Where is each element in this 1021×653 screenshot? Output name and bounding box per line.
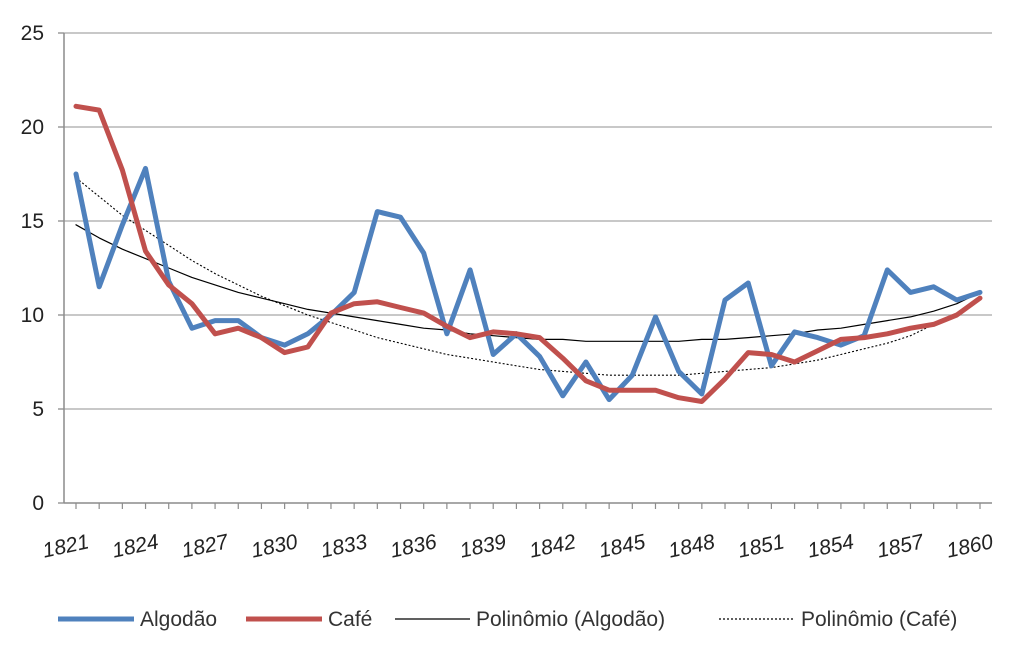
x-tick-label: 1851	[736, 530, 786, 562]
x-tick-label: 1830	[249, 530, 300, 562]
series-line-3	[75, 177, 981, 376]
y-tick-label: 0	[32, 492, 44, 515]
x-tick-label: 1848	[666, 530, 717, 562]
x-tick-label: 1827	[180, 530, 232, 562]
legend-label-cafe: Café	[328, 608, 372, 631]
grid-lines	[64, 32, 992, 410]
x-tick-label: 1857	[875, 530, 927, 562]
x-axis-ticks: 1821 1824 1827 1830 1833 1836 1839 1842 1845 1848…	[41, 503, 996, 563]
legend-item-polinomio-cafe: Polinômio (Café)	[719, 608, 957, 631]
y-axis-ticks: 0 5 10 15 20 25	[21, 22, 64, 515]
x-tick-label: 1860	[945, 530, 996, 562]
legend-item-cafe: Café	[246, 608, 372, 631]
series-lines	[73, 103, 983, 404]
y-tick-label: 20	[21, 116, 44, 139]
legend-label-algodao: Algodão	[140, 608, 217, 631]
x-tick-label: 1854	[805, 530, 855, 562]
legend-label-polinomio-cafe: Polinômio (Café)	[801, 608, 957, 631]
legend-item-algodao: Algodão	[58, 608, 217, 631]
legend-item-polinomio-algodao: Polinômio (Algodão)	[395, 608, 665, 631]
y-tick-label: 5	[32, 398, 44, 421]
x-tick-label: 1824	[110, 530, 160, 562]
y-tick-label: 10	[21, 304, 44, 327]
x-tick-label: 1845	[597, 530, 648, 562]
x-tick-label: 1842	[527, 530, 578, 562]
series-line-1	[73, 103, 983, 404]
x-tick-label: 1821	[41, 530, 91, 562]
x-tick-label: 1839	[458, 530, 509, 562]
y-tick-label: 15	[21, 210, 44, 233]
x-tick-label: 1833	[319, 530, 370, 562]
x-tick-label: 1836	[388, 530, 439, 562]
axes	[63, 33, 992, 504]
legend: Algodão Café Polinômio (Algodão) Polinôm…	[58, 608, 957, 631]
y-tick-label: 25	[21, 22, 44, 45]
legend-label-polinomio-algodao: Polinômio (Algodão)	[476, 608, 665, 631]
series-line-0	[73, 165, 983, 403]
series-line-2	[75, 224, 981, 342]
